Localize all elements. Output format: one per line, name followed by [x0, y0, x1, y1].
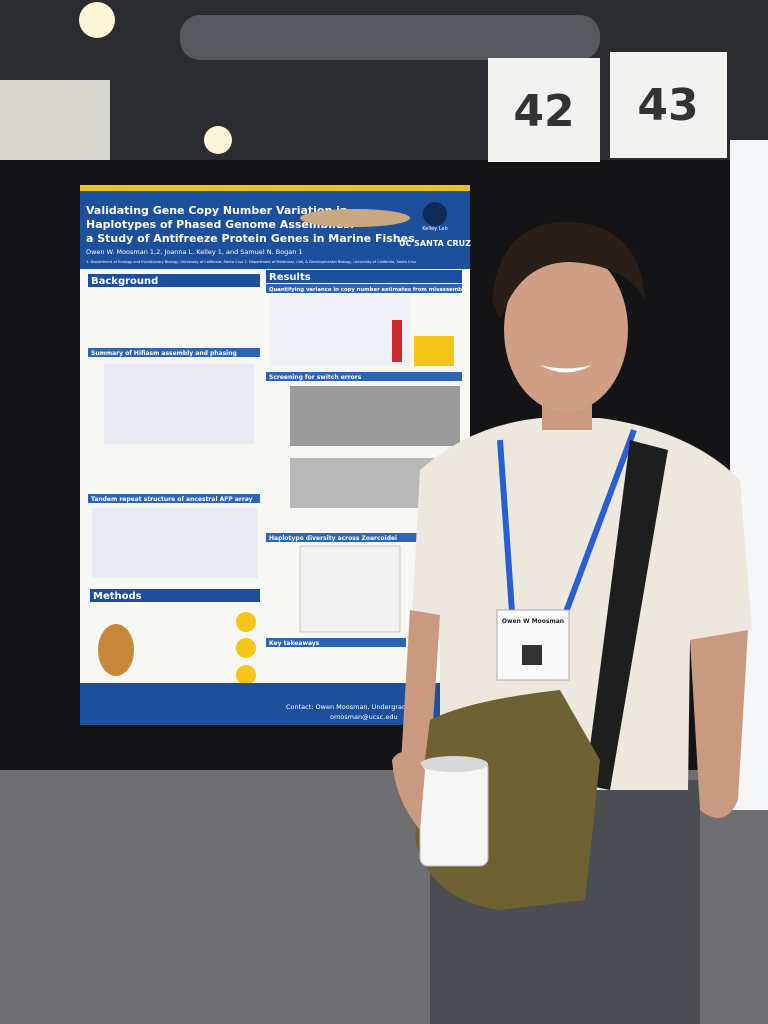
shirt [412, 418, 752, 790]
method-node [236, 665, 256, 685]
subsection-title: Tandem repeat structure of ancestral AFP… [91, 496, 253, 503]
fish-image [98, 624, 134, 676]
section-bar [90, 589, 260, 602]
poster-stripe [80, 185, 470, 191]
arm [690, 630, 748, 818]
subsection-bar [88, 348, 260, 357]
poster-header [80, 191, 470, 269]
method-node [236, 638, 256, 658]
light [79, 2, 115, 38]
lanyard [497, 428, 637, 614]
subsection-title: Summary of Hifiasm assembly and phasing [91, 350, 237, 357]
callout [414, 336, 454, 366]
mug [419, 759, 489, 867]
fish-image [300, 209, 410, 227]
logo [423, 202, 447, 226]
figure [270, 296, 410, 366]
subsection-bar [266, 533, 462, 542]
bag-strap [585, 440, 668, 790]
section-title: Background [91, 276, 158, 287]
poster-affiliation: 1. Department of Ecology and Evolutionar… [86, 260, 416, 264]
section-title: Results [269, 272, 311, 283]
contact: Contact: Owen Moosman, Undergraduat [286, 703, 417, 711]
section-bar [88, 274, 260, 287]
hair [492, 221, 645, 320]
figure [290, 386, 460, 446]
section-title: Methods [93, 591, 142, 602]
wall [0, 80, 110, 170]
subsection-bar [266, 284, 462, 293]
logo-text: Kelley Lab [422, 226, 448, 232]
subsection-title: Quantifying variance in copy number esti… [269, 287, 468, 293]
subsection-bar [88, 494, 260, 503]
mug-lid [420, 756, 488, 772]
figure-bar [392, 320, 402, 362]
poster-title: Validating Gene Copy Number Variation in [86, 204, 348, 217]
subsection-title: Key takeaways [269, 640, 320, 647]
figure [104, 364, 254, 444]
badge-name: Owen W Moosman [502, 618, 564, 625]
sign [488, 58, 600, 162]
poster-title: a Study of Antifreeze Protein Genes in M… [86, 232, 415, 245]
subsection-bar [266, 372, 462, 381]
smile [540, 365, 592, 373]
subsection-bar [266, 638, 406, 647]
light [204, 126, 232, 154]
method-node [236, 612, 256, 632]
sign-number: 43 [637, 80, 698, 131]
poster-authors: Owen W. Moosman 1,2, Joanna L. Kelley 1,… [86, 248, 303, 256]
logo-text: UC SANTA CRUZ [399, 239, 471, 248]
section-bar [266, 270, 462, 283]
qr-code [522, 645, 542, 665]
face [504, 248, 628, 412]
duct [180, 15, 600, 60]
contact: omosman@ucsc.edu [330, 713, 398, 721]
figure [299, 545, 401, 633]
poster-title: Haplotypes of Phased Genome Assemblies: [86, 218, 354, 231]
figure [92, 508, 258, 578]
hand [392, 752, 425, 830]
subsection-title: Screening for switch errors [269, 374, 362, 381]
subsection-title: Haplotype diversity across Zoarcoidei [269, 535, 397, 542]
sign-number: 42 [513, 86, 574, 137]
sign [610, 52, 727, 158]
